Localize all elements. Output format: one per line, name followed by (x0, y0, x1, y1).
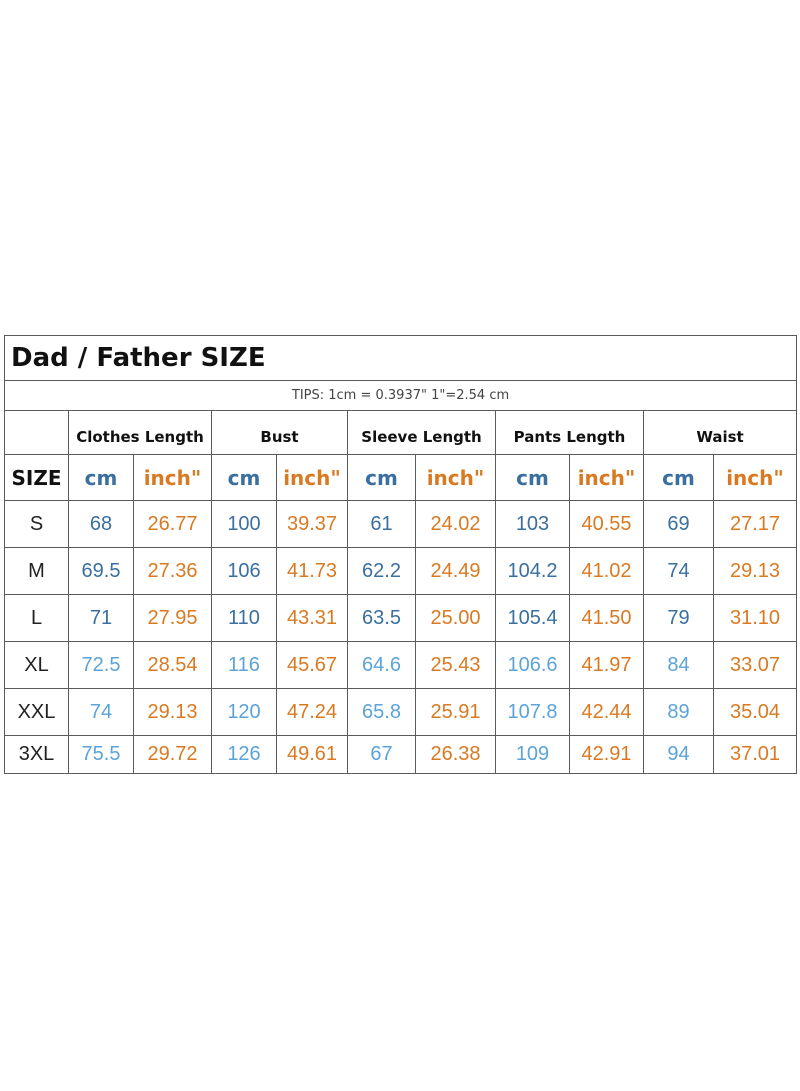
inch-value-cell: 47.24 (276, 688, 348, 736)
cm-value-cell: 100 (211, 500, 277, 548)
unit-inch-header: inch" (133, 454, 212, 501)
inch-value-cell: 27.17 (713, 500, 797, 548)
cm-value-cell: 67 (347, 735, 416, 774)
inch-value-cell: 39.37 (276, 500, 348, 548)
unit-cm-header: cm (643, 454, 714, 501)
size-label-cell: M (4, 547, 69, 595)
unit-cm-header: cm (68, 454, 134, 501)
unit-inch-header: inch" (713, 454, 797, 501)
group-header-clothes-length: Clothes Length (68, 410, 212, 455)
inch-value-cell: 29.72 (133, 735, 212, 774)
cm-value-cell: 126 (211, 735, 277, 774)
group-header-bust: Bust (211, 410, 348, 455)
table-row: S 68 26.77 100 39.37 61 24.02 103 40.55 69 27.17 (4, 500, 797, 548)
cm-value-cell: 61 (347, 500, 416, 548)
inch-value-cell: 43.31 (276, 594, 348, 642)
size-label-cell: 3XL (4, 735, 69, 774)
inch-value-cell: 33.07 (713, 641, 797, 689)
cm-value-cell: 94 (643, 735, 714, 774)
measurement-group-header-row: Clothes Length Bust Sleeve Length Pants … (4, 410, 797, 455)
cm-value-cell: 105.4 (495, 594, 570, 642)
cm-value-cell: 106 (211, 547, 277, 595)
cm-value-cell: 116 (211, 641, 277, 689)
cm-value-cell: 69.5 (68, 547, 134, 595)
inch-value-cell: 26.38 (415, 735, 496, 774)
conversion-tips: TIPS: 1cm = 0.3937" 1"=2.54 cm (4, 380, 797, 411)
unit-inch-header: inch" (569, 454, 644, 501)
cm-value-cell: 74 (68, 688, 134, 736)
inch-value-cell: 41.97 (569, 641, 644, 689)
group-header-waist: Waist (643, 410, 797, 455)
inch-value-cell: 41.50 (569, 594, 644, 642)
cm-value-cell: 63.5 (347, 594, 416, 642)
inch-value-cell: 29.13 (133, 688, 212, 736)
inch-value-cell: 40.55 (569, 500, 644, 548)
table-row: XXL 74 29.13 120 47.24 65.8 25.91 107.8 42.44 89 3… (4, 688, 797, 736)
inch-value-cell: 29.13 (713, 547, 797, 595)
cm-value-cell: 64.6 (347, 641, 416, 689)
inch-value-cell: 41.02 (569, 547, 644, 595)
empty-corner-cell (4, 410, 69, 455)
cm-value-cell: 75.5 (68, 735, 134, 774)
size-column-header: SIZE (4, 454, 69, 501)
inch-value-cell: 27.95 (133, 594, 212, 642)
inch-value-cell: 27.36 (133, 547, 212, 595)
table-row: M 69.5 27.36 106 41.73 62.2 24.49 104.2 41.02 74 2… (4, 547, 797, 595)
inch-value-cell: 37.01 (713, 735, 797, 774)
cm-value-cell: 79 (643, 594, 714, 642)
size-label-cell: S (4, 500, 69, 548)
size-label-cell: XL (4, 641, 69, 689)
size-table: Dad / Father SIZE TIPS: 1cm = 0.3937" 1"… (4, 335, 797, 774)
cm-value-cell: 110 (211, 594, 277, 642)
cm-value-cell: 84 (643, 641, 714, 689)
size-chart: Dad / Father SIZE TIPS: 1cm = 0.3937" 1"… (4, 335, 797, 774)
cm-value-cell: 65.8 (347, 688, 416, 736)
unit-cm-header: cm (495, 454, 570, 501)
size-label-cell: XXL (4, 688, 69, 736)
unit-inch-header: inch" (415, 454, 496, 501)
unit-header-row: SIZE cm inch" cm inch" cm inch" cm inch"… (4, 454, 797, 501)
cm-value-cell: 68 (68, 500, 134, 548)
cm-value-cell: 69 (643, 500, 714, 548)
inch-value-cell: 45.67 (276, 641, 348, 689)
inch-value-cell: 31.10 (713, 594, 797, 642)
unit-cm-header: cm (347, 454, 416, 501)
inch-value-cell: 25.91 (415, 688, 496, 736)
inch-value-cell: 25.43 (415, 641, 496, 689)
group-header-pants-length: Pants Length (495, 410, 644, 455)
inch-value-cell: 28.54 (133, 641, 212, 689)
inch-value-cell: 24.02 (415, 500, 496, 548)
inch-value-cell: 26.77 (133, 500, 212, 548)
unit-cm-header: cm (211, 454, 277, 501)
cm-value-cell: 62.2 (347, 547, 416, 595)
inch-value-cell: 49.61 (276, 735, 348, 774)
cm-value-cell: 71 (68, 594, 134, 642)
size-label-cell: L (4, 594, 69, 642)
cm-value-cell: 72.5 (68, 641, 134, 689)
inch-value-cell: 24.49 (415, 547, 496, 595)
cm-value-cell: 106.6 (495, 641, 570, 689)
cm-value-cell: 89 (643, 688, 714, 736)
cm-value-cell: 107.8 (495, 688, 570, 736)
cm-value-cell: 120 (211, 688, 277, 736)
inch-value-cell: 41.73 (276, 547, 348, 595)
cm-value-cell: 103 (495, 500, 570, 548)
inch-value-cell: 25.00 (415, 594, 496, 642)
table-row: 3XL 75.5 29.72 126 49.61 67 26.38 109 42.91 94 37.… (4, 735, 797, 774)
table-row: XL 72.5 28.54 116 45.67 64.6 25.43 106.6 41.97 84… (4, 641, 797, 689)
inch-value-cell: 35.04 (713, 688, 797, 736)
unit-inch-header: inch" (276, 454, 348, 501)
cm-value-cell: 104.2 (495, 547, 570, 595)
inch-value-cell: 42.91 (569, 735, 644, 774)
cm-value-cell: 74 (643, 547, 714, 595)
group-header-sleeve-length: Sleeve Length (347, 410, 496, 455)
page-title: Dad / Father SIZE (4, 335, 797, 381)
table-row: L 71 27.95 110 43.31 63.5 25.00 105.4 41.50 79 31.… (4, 594, 797, 642)
cm-value-cell: 109 (495, 735, 570, 774)
inch-value-cell: 42.44 (569, 688, 644, 736)
